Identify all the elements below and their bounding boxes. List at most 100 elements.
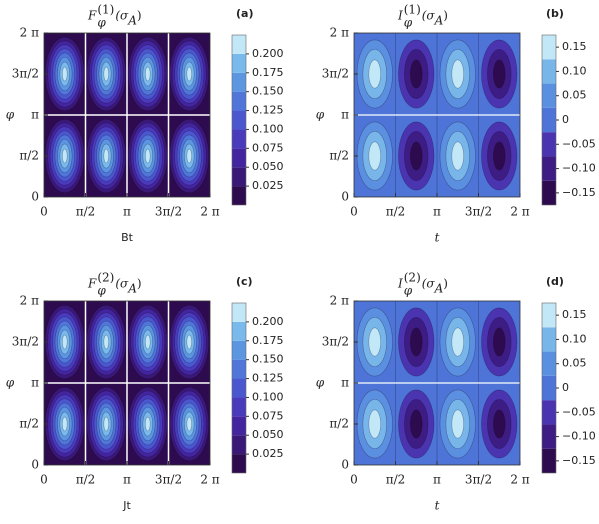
colorbar-band bbox=[232, 129, 246, 149]
colorbar-band bbox=[542, 35, 556, 60]
panel: 0 π/2 π 3π/2 2 π 0 π/2 π 3π/2 2 π −0.15 −0.10 −0.05 0… bbox=[316, 271, 596, 513]
colorbar-tick-label: 0.075 bbox=[252, 141, 284, 154]
colorbar-band bbox=[232, 110, 246, 130]
y-tick-label: 2 π bbox=[330, 294, 349, 308]
contour-region bbox=[410, 59, 423, 89]
colorbar-tick-label: 0 bbox=[562, 113, 569, 126]
title-close: ) bbox=[137, 277, 142, 291]
colorbar-tick-label: 0.15 bbox=[562, 308, 587, 321]
contour-region bbox=[368, 409, 381, 439]
contour-region bbox=[186, 416, 192, 432]
contour-region bbox=[103, 416, 109, 432]
colorbar-band bbox=[232, 321, 246, 341]
colorbar-tick-label: 0.05 bbox=[562, 357, 587, 370]
colorbar-band bbox=[542, 351, 556, 376]
x-axis-label: Jt bbox=[122, 499, 131, 512]
x-tick-label: 2 π bbox=[200, 473, 219, 487]
title-argument-subscript: A bbox=[127, 14, 137, 28]
y-tick-label: π/2 bbox=[329, 149, 349, 163]
contour-region bbox=[103, 66, 109, 82]
panel: 0 π/2 π 3π/2 2 π 0 π/2 π 3π/2 2 π −0.15 −0.10 −0.05 0… bbox=[316, 3, 596, 245]
colorbar-tick-label: 0.150 bbox=[252, 85, 284, 98]
colorbar-tick-label: 0.150 bbox=[252, 353, 284, 366]
contour-region bbox=[145, 416, 151, 432]
title-main: F bbox=[87, 277, 97, 291]
colorbar-tick-label: 0.175 bbox=[252, 66, 284, 79]
colorbar-band bbox=[542, 59, 556, 84]
colorbar-band bbox=[232, 167, 246, 187]
colorbar-tick-label: 0.050 bbox=[252, 160, 284, 173]
colorbar-band bbox=[232, 35, 246, 54]
colorbar-tick-label: −0.05 bbox=[562, 405, 596, 418]
colorbar-band bbox=[542, 83, 556, 108]
colorbar-tick-label: 0.15 bbox=[562, 40, 587, 53]
colorbar-band bbox=[232, 397, 246, 417]
title-superscript: (2) bbox=[97, 271, 114, 285]
title-subscript: φ bbox=[404, 284, 413, 298]
y-tick-label: π bbox=[341, 108, 349, 122]
contour-region bbox=[451, 59, 464, 89]
y-tick-label: 3π/2 bbox=[12, 335, 39, 349]
colorbar-tick-label: 0.100 bbox=[252, 122, 284, 135]
colorbar-frame bbox=[231, 34, 247, 206]
contour-region bbox=[368, 141, 381, 171]
y-tick-label: π/2 bbox=[19, 149, 39, 163]
colorbar-tick-label: −0.10 bbox=[562, 430, 596, 443]
contour-region bbox=[410, 409, 423, 439]
colorbar-band bbox=[232, 148, 246, 168]
panel-label: (a) bbox=[236, 7, 253, 20]
y-axis-label: φ bbox=[316, 108, 325, 122]
contour-region bbox=[103, 334, 109, 350]
colorbar-band bbox=[542, 180, 556, 205]
colorbar-tick-label: 0.05 bbox=[562, 89, 587, 102]
colorbar-frame bbox=[231, 302, 247, 474]
colorbar-band bbox=[232, 359, 246, 379]
colorbar-tick-label: 0.100 bbox=[252, 390, 284, 403]
colorbar-tick-label: −0.05 bbox=[562, 137, 596, 150]
title-argument: (σ bbox=[115, 9, 129, 23]
x-tick-label: 0 bbox=[350, 205, 358, 219]
y-tick-label: π bbox=[31, 108, 39, 122]
contour-region bbox=[451, 141, 464, 171]
title-argument-subscript: A bbox=[434, 14, 444, 28]
contour-region bbox=[145, 66, 151, 82]
colorbar-tick-label: 0.10 bbox=[562, 64, 587, 77]
x-tick-label: π/2 bbox=[386, 205, 406, 219]
y-tick-label: 0 bbox=[31, 458, 39, 472]
contour-region bbox=[145, 334, 151, 350]
colorbar-tick-label: −0.10 bbox=[562, 162, 596, 175]
colorbar-tick-label: 0 bbox=[562, 381, 569, 394]
x-tick-label: π bbox=[433, 473, 441, 487]
title-main: F bbox=[87, 9, 97, 23]
contour-region bbox=[62, 334, 68, 350]
title-superscript: (2) bbox=[404, 271, 421, 285]
title-argument: (σ bbox=[422, 9, 436, 23]
colorbar-band bbox=[232, 72, 246, 92]
colorbar-tick-label: −0.15 bbox=[562, 454, 596, 467]
colorbar-band bbox=[232, 91, 246, 111]
x-tick-label: 3π/2 bbox=[465, 205, 492, 219]
colorbar-tick-label: 0.10 bbox=[562, 332, 587, 345]
colorbar-band bbox=[232, 303, 246, 322]
y-tick-label: 3π/2 bbox=[322, 67, 349, 81]
contour-region bbox=[493, 59, 506, 89]
colorbar-band bbox=[232, 435, 246, 455]
title-main: I bbox=[397, 277, 403, 291]
x-axis-label: Bt bbox=[121, 231, 134, 244]
x-tick-label: 2 π bbox=[510, 473, 529, 487]
x-tick-label: 0 bbox=[40, 473, 48, 487]
title-subscript: φ bbox=[97, 284, 106, 298]
y-tick-label: 3π/2 bbox=[12, 67, 39, 81]
colorbar-tick-label: 0.200 bbox=[252, 47, 284, 60]
colorbar-band bbox=[542, 132, 556, 157]
colorbar-band bbox=[542, 327, 556, 352]
panel-label: (c) bbox=[236, 275, 253, 288]
y-axis-label: φ bbox=[6, 376, 15, 390]
x-tick-label: π bbox=[123, 205, 131, 219]
x-tick-label: 0 bbox=[40, 205, 48, 219]
colorbar-tick-label: 0.125 bbox=[252, 104, 284, 117]
x-tick-label: π/2 bbox=[386, 473, 406, 487]
colorbar-band bbox=[232, 53, 246, 73]
y-tick-label: 0 bbox=[31, 190, 39, 204]
x-tick-label: 3π/2 bbox=[465, 473, 492, 487]
